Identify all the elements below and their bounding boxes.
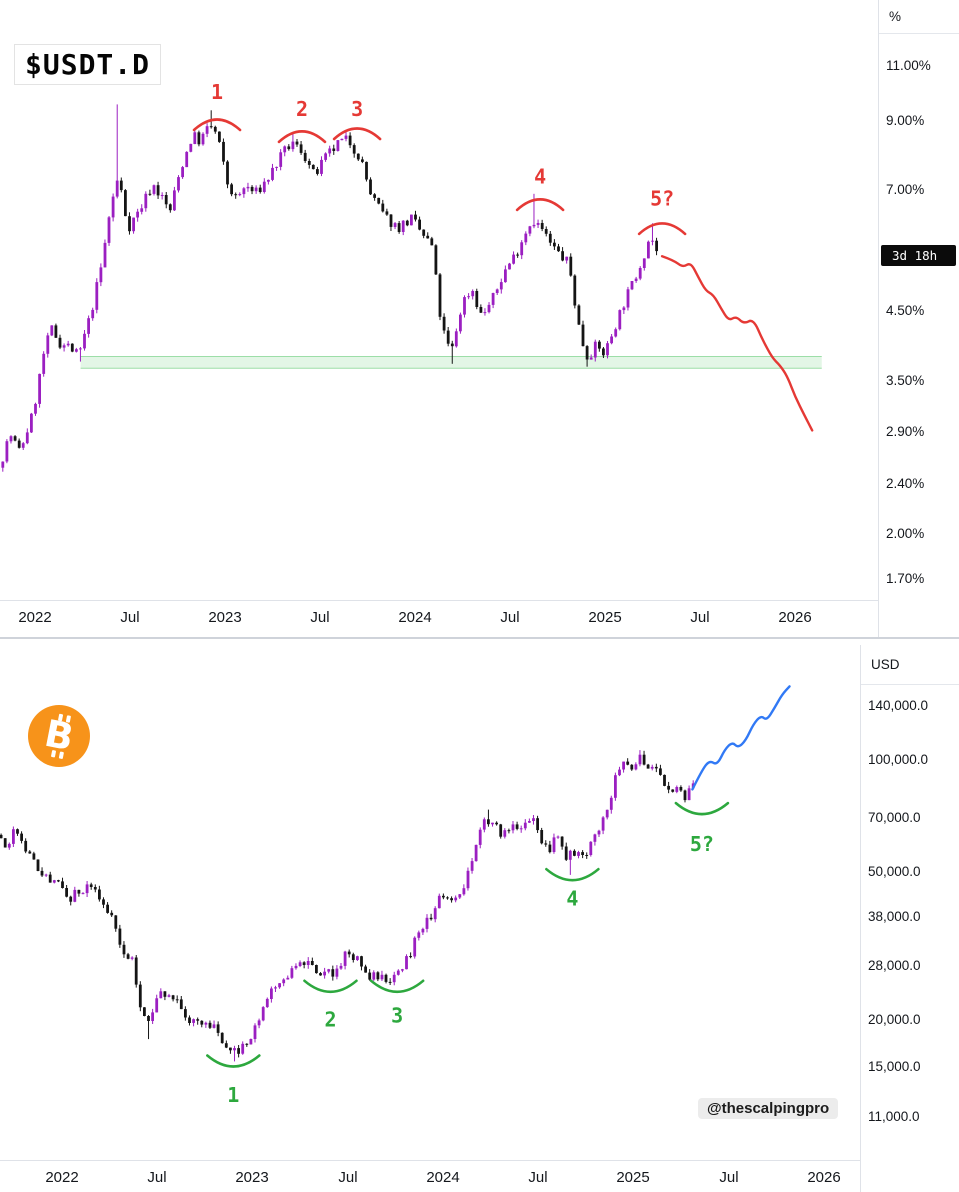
wave-arc	[369, 979, 425, 994]
wave-arc	[515, 198, 565, 212]
wave-label: 3	[351, 97, 363, 121]
chart-svg: 1 2 3 4 5?	[1, 80, 822, 472]
y-axis-label: 9.00%	[886, 113, 925, 128]
wave-label: 3	[391, 1003, 403, 1027]
x-axis-label: 2025	[588, 609, 622, 626]
x-axis-label: 2023	[208, 609, 242, 626]
btc-chart-canvas[interactable]: B @thescalpingpro 1 2 3 4 5?	[0, 645, 860, 1160]
x-axis-label: Jul	[690, 609, 710, 626]
wave-label: 1	[211, 80, 223, 104]
wave-arc	[206, 1054, 261, 1068]
support-zone	[80, 356, 822, 369]
wave-arc	[303, 979, 358, 994]
y-axis-label: 4.50%	[886, 303, 925, 318]
chart-svg: 1 2 3 4 5?	[0, 685, 791, 1107]
x-axis-label: Jul	[120, 609, 140, 626]
y-axis-label: 20,000.0	[868, 1012, 921, 1027]
x-axis-label: 2026	[778, 609, 812, 626]
symbol-title: $USDT.D	[14, 44, 162, 85]
wave-arc	[545, 867, 600, 882]
wave-label: 4	[534, 164, 546, 188]
x-axis-label: Jul	[147, 1169, 167, 1186]
x-axis-label: 2026	[807, 1169, 841, 1186]
bitcoin-logo-icon: B	[28, 705, 90, 767]
x-axis-label: Jul	[338, 1169, 358, 1186]
y-axis-label: 140,000.0	[868, 698, 929, 713]
bitcoin-panel: B @thescalpingpro 1 2 3 4 5? 2022 Jul 2023 Jul 2…	[0, 645, 959, 1192]
x-axis-label: 2024	[398, 609, 432, 626]
usdt-chart-canvas[interactable]: $USDT.D 1 2 3 4 5?	[0, 0, 878, 600]
panel-divider-handle[interactable]	[0, 637, 959, 645]
y-axis-label: 3.50%	[886, 373, 925, 388]
y-axis-label: 2.40%	[886, 476, 925, 491]
wave-arc	[192, 118, 242, 132]
percent-unit-text: %	[889, 9, 902, 24]
bitcoin-b-glyph: B	[23, 700, 96, 773]
percent-unit-button[interactable]: %	[879, 0, 959, 34]
wave-label: 5?	[650, 187, 674, 211]
y-axis-label: 2.00%	[886, 526, 925, 541]
wave-label: 4	[566, 887, 578, 911]
usd-unit-button[interactable]: USD	[861, 645, 959, 685]
x-axis-label: Jul	[310, 609, 330, 626]
x-axis-label: 2022	[45, 1169, 79, 1186]
btc-price-axis[interactable]: USD 140,000.0 100,000.0 70,000.0 50,000.0 38…	[860, 645, 959, 1192]
wave-label: 2	[324, 1007, 336, 1031]
y-axis-label: 38,000.0	[868, 909, 921, 924]
projection-line	[691, 685, 791, 791]
x-axis-label: Jul	[500, 609, 520, 626]
y-axis-label: 11.00%	[886, 58, 931, 73]
author-watermark: @thescalpingpro	[698, 1098, 839, 1119]
bitcoin-prong	[50, 749, 56, 758]
projection-line	[660, 255, 814, 432]
wave-label: 5?	[690, 832, 714, 856]
y-axis-label: 7.00%	[886, 182, 925, 197]
usdt-dominance-panel: $USDT.D 1 2 3 4 5? 2022 Jul 2023 Jul 2024 Jul 2025…	[0, 0, 959, 637]
usd-unit-text: USD	[871, 657, 900, 672]
y-axis-label: 28,000.0	[868, 958, 921, 973]
countdown-badge: 3d 18h	[881, 245, 956, 266]
y-axis-label: 11,000.0	[868, 1109, 920, 1124]
y-axis-label: 15,000.0	[868, 1059, 921, 1074]
bitcoin-prong	[58, 751, 64, 760]
x-axis-label: 2024	[426, 1169, 460, 1186]
wave-label: 2	[296, 97, 308, 121]
candlesticks	[1, 104, 658, 472]
x-axis-label: Jul	[528, 1169, 548, 1186]
wave-label: 1	[227, 1083, 239, 1107]
usdt-price-axis[interactable]: % 3d 18h 11.00% 9.00% 7.00% 4.50% 3.50% 2.90%…	[878, 0, 959, 637]
candlesticks	[0, 750, 695, 1062]
y-axis-label: 50,000.0	[868, 864, 921, 879]
usdt-time-axis[interactable]: 2022 Jul 2023 Jul 2024 Jul 2025 Jul 2026	[0, 600, 878, 637]
btc-time-axis[interactable]: 2022 Jul 2023 Jul 2024 Jul 2025 Jul 2026	[0, 1160, 860, 1192]
y-axis-label: 70,000.0	[868, 810, 921, 825]
wave-arc	[674, 801, 730, 816]
y-axis-label: 100,000.0	[868, 752, 929, 767]
x-axis-label: 2022	[18, 609, 52, 626]
wave-arc	[277, 130, 327, 144]
x-axis-label: 2023	[235, 1169, 269, 1186]
x-axis-label: Jul	[719, 1169, 739, 1186]
wave-arc	[637, 222, 687, 236]
wave-arc	[332, 127, 382, 141]
y-axis-label: 1.70%	[886, 571, 925, 586]
x-axis-label: 2025	[616, 1169, 650, 1186]
y-axis-label: 2.90%	[886, 424, 925, 439]
